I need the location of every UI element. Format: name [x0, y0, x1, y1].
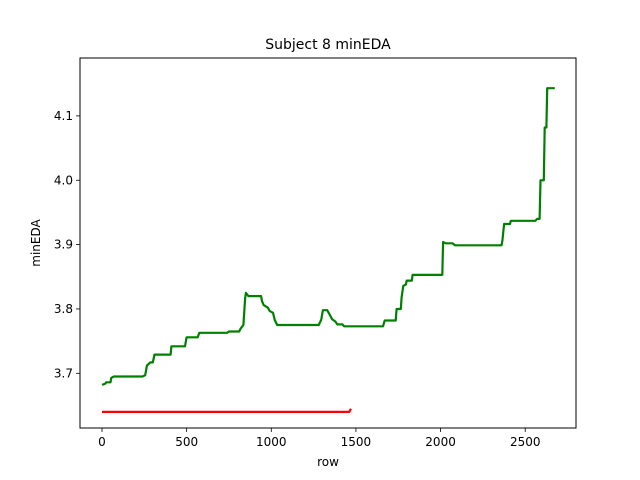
series-layer — [101, 87, 555, 413]
y-axis: 3.7 3.8 3.9 4.0 4.1 — [54, 109, 80, 380]
chart-title: Subject 8 minEDA — [265, 37, 391, 53]
y-tick-label: 4.1 — [54, 109, 73, 123]
y-tick-label: 3.8 — [54, 302, 73, 316]
x-axis: 0 500 1000 1500 2000 2500 — [98, 428, 540, 449]
y-tick-label: 3.9 — [54, 238, 73, 252]
x-tick-label: 500 — [175, 435, 198, 449]
y-tick-label: 3.7 — [54, 366, 73, 380]
x-axis-label: row — [317, 455, 339, 469]
x-tick-label: 0 — [98, 435, 106, 449]
series-line-0 — [101, 87, 555, 386]
plot-area — [79, 57, 577, 429]
x-tick-label: 1500 — [341, 435, 372, 449]
x-tick-label: 2000 — [425, 435, 456, 449]
series-line-1 — [102, 408, 352, 413]
x-tick-label: 1000 — [256, 435, 287, 449]
x-tick-label: 2500 — [510, 435, 541, 449]
y-tick-label: 4.0 — [54, 173, 73, 187]
y-axis-label: minEDA — [29, 218, 43, 266]
